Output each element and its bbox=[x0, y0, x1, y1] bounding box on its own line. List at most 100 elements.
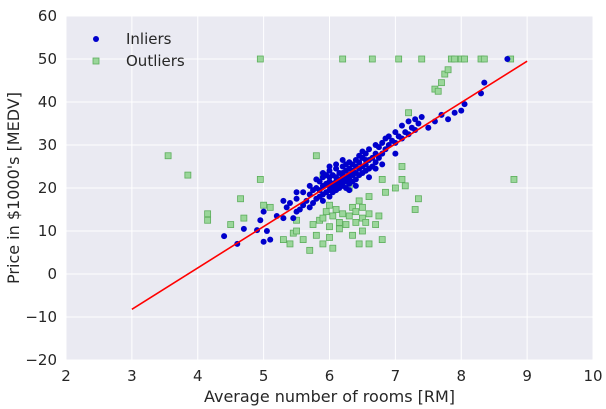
inlier-point bbox=[405, 118, 412, 125]
x-tick-label: 5 bbox=[259, 367, 269, 385]
outlier-point bbox=[326, 201, 333, 209]
outlier-point bbox=[368, 55, 376, 63]
outlier-point bbox=[332, 206, 340, 213]
outlier-point bbox=[355, 240, 363, 248]
inlier-point bbox=[263, 228, 270, 234]
inlier-point bbox=[221, 233, 228, 240]
inlier-point bbox=[333, 161, 340, 168]
outlier-point bbox=[164, 152, 172, 160]
outlier-point bbox=[362, 218, 370, 226]
legend: Inliers Outliers bbox=[92, 30, 185, 70]
inlier-point bbox=[379, 161, 386, 168]
inlier-point bbox=[352, 176, 359, 183]
outlier-point bbox=[339, 210, 347, 218]
outlier-point bbox=[299, 236, 307, 244]
inlier-point bbox=[333, 165, 340, 172]
outlier-point bbox=[372, 221, 380, 228]
outlier-point bbox=[279, 236, 287, 244]
inlier-point bbox=[280, 197, 287, 204]
x-tick-label: 9 bbox=[522, 367, 532, 385]
inlier-point bbox=[356, 159, 363, 166]
inlier-point bbox=[504, 56, 511, 62]
inlier-point bbox=[451, 109, 458, 116]
outlier-point bbox=[418, 55, 426, 63]
outlier-point bbox=[391, 184, 399, 192]
inlier-point bbox=[375, 144, 382, 151]
outlier-point bbox=[227, 221, 235, 228]
regression-line bbox=[131, 60, 528, 310]
y-tick-label: 60 bbox=[38, 7, 57, 25]
outlier-point bbox=[378, 236, 386, 244]
outlier-point bbox=[335, 225, 343, 233]
outlier-point bbox=[365, 210, 373, 218]
outlier-point bbox=[309, 221, 317, 228]
x-tick-label: 10 bbox=[583, 367, 602, 385]
y-tick-label: 10 bbox=[38, 222, 57, 240]
outlier-point bbox=[395, 55, 403, 63]
outlier-point bbox=[204, 216, 212, 224]
outlier-point bbox=[335, 218, 343, 226]
outlier-point bbox=[326, 223, 333, 231]
inlier-point bbox=[375, 154, 382, 161]
inlier-point bbox=[319, 169, 326, 176]
inlier-point bbox=[257, 217, 264, 224]
inlier-point bbox=[461, 101, 468, 108]
outlier-point bbox=[375, 212, 383, 220]
inlier-point bbox=[398, 122, 405, 129]
outlier-point bbox=[510, 175, 518, 183]
inlier-point bbox=[339, 157, 346, 164]
inlier-point bbox=[356, 152, 363, 159]
outlier-point bbox=[405, 109, 412, 117]
inlier-point bbox=[260, 208, 267, 215]
inlier-point bbox=[300, 202, 307, 209]
outlier-point bbox=[319, 240, 327, 248]
outlier-point bbox=[326, 234, 333, 241]
outlier-point bbox=[415, 195, 422, 203]
inlier-point bbox=[458, 107, 465, 114]
outlier-point bbox=[359, 203, 366, 211]
inlier-point bbox=[293, 189, 300, 196]
inlier-point bbox=[286, 200, 293, 207]
outlier-point bbox=[401, 182, 409, 190]
x-tick-labels: 2 3 4 5 6 7 8 9 10 bbox=[61, 367, 602, 385]
inlier-point bbox=[260, 238, 267, 245]
inliers-series bbox=[221, 56, 511, 247]
outlier-point bbox=[286, 240, 294, 248]
outlier-point bbox=[312, 231, 320, 239]
inlier-point bbox=[366, 174, 373, 181]
outlier-point bbox=[349, 231, 356, 239]
inlier-point bbox=[300, 189, 307, 196]
y-tick-label: −10 bbox=[25, 308, 57, 326]
y-tick-labels: −20 −10 0 10 20 30 40 50 60 bbox=[25, 7, 57, 369]
inlier-point bbox=[415, 120, 422, 127]
x-tick-label: 4 bbox=[193, 367, 203, 385]
inlier-point bbox=[481, 79, 488, 86]
x-tick-label: 2 bbox=[61, 367, 71, 385]
inlier-point bbox=[385, 133, 392, 140]
x-tick-label: 8 bbox=[456, 367, 466, 385]
inlier-point bbox=[418, 114, 425, 121]
outlier-point bbox=[352, 208, 360, 216]
inlier-point bbox=[310, 200, 317, 207]
inlier-point bbox=[412, 116, 419, 123]
inlier-point bbox=[392, 150, 399, 157]
outlier-point bbox=[184, 171, 192, 179]
inlier-point bbox=[359, 148, 366, 155]
outlier-point bbox=[342, 221, 350, 228]
outlier-point bbox=[260, 201, 268, 209]
inlier-point bbox=[240, 225, 247, 232]
legend-inliers-marker bbox=[93, 36, 99, 42]
inlier-point bbox=[372, 165, 379, 172]
x-tick-label: 3 bbox=[127, 367, 137, 385]
outlier-point bbox=[434, 87, 442, 95]
inlier-point bbox=[306, 204, 313, 211]
outlier-point bbox=[256, 55, 264, 63]
outlier-point bbox=[365, 193, 373, 201]
outlier-point bbox=[355, 197, 363, 205]
outlier-point bbox=[237, 195, 244, 203]
outlier-point bbox=[329, 244, 337, 252]
inlier-point bbox=[346, 187, 353, 194]
outlier-point bbox=[378, 175, 386, 183]
outlier-point bbox=[293, 227, 300, 235]
